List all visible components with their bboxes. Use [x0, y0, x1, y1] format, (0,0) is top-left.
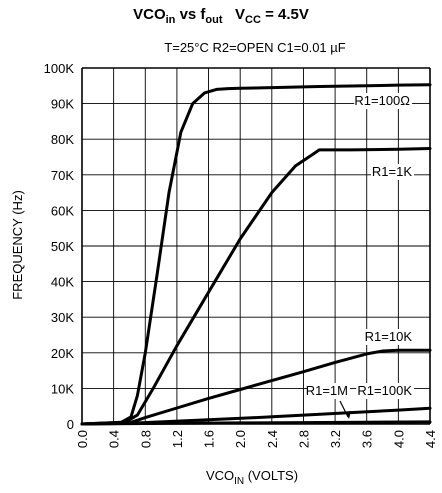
series-lines: [80, 83, 432, 426]
x-tick-label: 2.4: [265, 430, 280, 448]
chart-title: VCOin vs fout VCC = 4.5V: [0, 6, 442, 26]
series-label-bg: [356, 383, 414, 399]
x-tick-label: 0.8: [138, 430, 153, 448]
x-tick-label: 0.4: [107, 430, 122, 448]
y-axis-label: FREQUENCY (Hz): [10, 190, 25, 300]
y-tick-label: 0: [67, 417, 74, 432]
y-tick-label: 60K: [51, 203, 74, 218]
y-tick-label: 30K: [51, 310, 74, 325]
title-fout-sub: out: [205, 14, 223, 26]
tick-labels: 0.0 0.4 0.8 1.2 1.6 2.0 2.4 2.8 3.2 3.6 4.0 4.4 0 10K…: [44, 61, 438, 448]
x-tick-label: 4.0: [391, 430, 406, 448]
title-vco: VCO: [133, 6, 166, 23]
y-tick-label: 70K: [51, 168, 74, 183]
series-label: R1=10K: [365, 329, 413, 344]
grid: [81, 67, 431, 425]
x-axis-label-sub: IN: [234, 476, 244, 487]
x-tick-label: 4.4: [423, 430, 438, 448]
title-value: = 4.5V: [260, 6, 309, 23]
y-tick-label: 50K: [51, 239, 74, 254]
y-tick-label: 20K: [51, 346, 74, 361]
series-line: [80, 147, 432, 426]
title-v: V: [222, 6, 246, 23]
y-tick-label: 90K: [51, 97, 74, 112]
x-axis-label: VCOIN (VOLTS): [206, 468, 298, 487]
y-tick-label: 10K: [51, 381, 74, 396]
series-line: [80, 83, 432, 426]
series-label-bg: [307, 383, 350, 399]
title-vco-sub: in: [165, 14, 176, 26]
series-label-bg: [371, 164, 414, 180]
x-axis-label-rest: (VOLTS): [244, 468, 298, 483]
y-tick-label: 80K: [51, 132, 74, 147]
series-label: R1=100Ω: [354, 93, 410, 108]
test-conditions: T=25°C R2=OPEN C1=0.01 µF: [164, 40, 345, 55]
title-vs: vs f: [175, 6, 206, 23]
series-labels: R1=100Ω R1=1K R1=10K R1=100K R1=1M: [306, 93, 414, 419]
y-tick-label: 40K: [51, 275, 74, 290]
arrow-head: [345, 411, 351, 419]
x-tick-label: 3.6: [360, 430, 375, 448]
x-tick-label: 0.0: [75, 430, 90, 448]
series-label-bg: [363, 329, 414, 345]
y-tick-label: 100K: [44, 61, 75, 76]
series-line: [80, 348, 432, 426]
x-tick-label: 1.2: [170, 430, 185, 448]
x-tick-label: 1.6: [202, 430, 217, 448]
x-tick-label: 2.8: [296, 430, 311, 448]
title-cc-sub: CC: [245, 14, 261, 26]
series-line: [80, 420, 432, 426]
series-label-bg: [354, 93, 412, 109]
series-label: R1=1K: [372, 164, 412, 179]
x-tick-label: 2.0: [233, 430, 248, 448]
series-label: R1=1M: [306, 383, 348, 398]
x-tick-label: 3.2: [328, 430, 343, 448]
series-label: R1=100K: [357, 383, 412, 398]
x-axis-label-main: VCO: [206, 468, 234, 483]
